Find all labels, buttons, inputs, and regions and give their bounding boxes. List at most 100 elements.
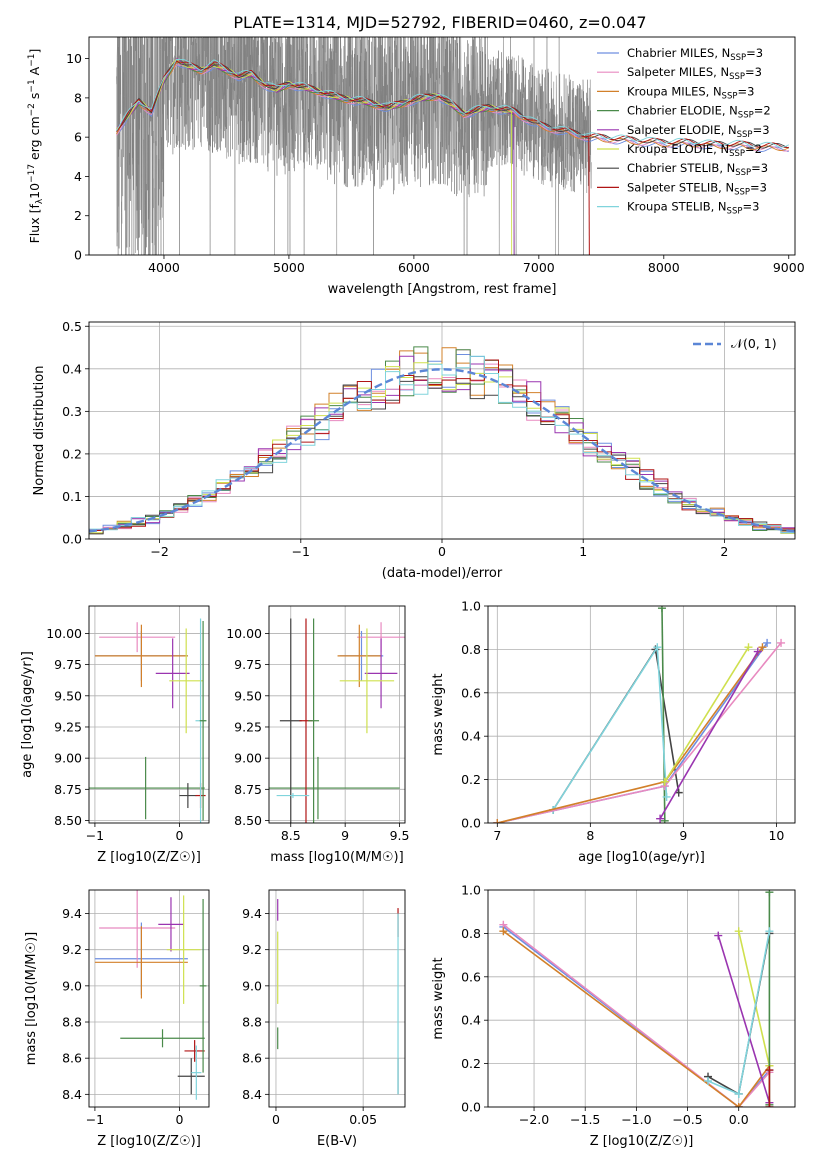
label-part: erg cm [27,116,42,164]
weight-line-kroupa_miles [502,930,771,1107]
axes-frame [88,889,210,1108]
legend-label-gaussian: 𝒩(0, 1) [731,336,777,351]
label-part: −2 [27,103,37,116]
y-tick-label: 0.2 [461,772,481,787]
x-tick-label: 8 [586,828,594,843]
x-tick-label: 8000 [648,260,680,275]
gaussian-curve [89,368,795,533]
age_vs_Z-plot-area [89,618,207,823]
mass_vs_Z-panel: −1 0 8.4 8.6 8.8 9.0 9.2 9.4 Z [log10(Z/Z☉)] mass… [24,889,210,1149]
y-tick-label: 8.6 [62,1051,82,1066]
y-tick-label: 9.00 [54,751,82,766]
weight-marker-kroupa_stelib [653,643,662,652]
y-tick-label: 0.4 [461,1013,481,1028]
label-part: Flux [f [27,204,42,244]
model-line-kroupa_stelib [116,58,789,148]
y-tick-label: 9.0 [62,978,82,993]
legend-text: Chabrier STELIB, N [627,161,735,175]
label-part: λ [35,198,45,204]
label-part: −1 [27,54,37,67]
x-tick-label: −1 [86,828,104,843]
weight-line-salpeter_elodie [659,651,759,820]
weight-line-kroupa_miles [497,646,764,823]
legend-label-kroupa_miles: Kroupa MILES, NSSP=3 [627,84,754,101]
y-tick-label: 0.2 [461,1056,481,1071]
x-tick-label: 0.05 [349,1112,377,1127]
legend-text: Salpeter STELIB, N [627,180,734,194]
legend-sub: SSP [737,130,753,140]
y-tick-label: 8.8 [62,1015,82,1030]
residuals-panel: −2 −1 0 1 2 0.0 0.1 0.2 0.3 0.4 0.5 (data-model)/er… [32,319,796,581]
x-axis-label: E(B-V) [317,1134,357,1149]
weight-marker-salpeter_stelib [765,1066,774,1075]
x-tick-label: 0 [175,828,183,843]
residuals-plot-area [89,346,795,537]
axes-frame [88,605,210,824]
x-tick-label: −2 [150,544,168,559]
x-tick-label: 9000 [773,260,805,275]
axes-frame [487,889,796,1108]
legend-text: Chabrier ELODIE, N [627,104,738,118]
weight_vs_age-plot-area [493,606,786,823]
legend-text: Kroupa MILES, N [627,84,722,98]
y-tick-label: 9.50 [54,688,82,703]
legend-tail: =3 [753,123,770,137]
legend-label-chabrier_miles: Chabrier MILES, NSSP=3 [627,46,763,63]
model-line-chabrier_stelib [116,60,789,149]
x-tick-label: 4000 [148,260,180,275]
legend-sub: SSP [730,53,746,63]
x-tick-label: −1 [292,544,310,559]
weight-marker-salpeter_elodie [753,647,762,656]
x-tick-label: 7000 [523,260,555,275]
spectrum-panel: 4000 5000 6000 7000 8000 9000 0 2 4 6 8 10 wavelengt… [27,36,805,297]
y-tick-label: 6 [74,130,82,145]
legend-tail: =2 [754,104,771,118]
weight-marker-kroupa_stelib [704,1076,713,1085]
legend-label-chabrier_elodie: Chabrier ELODIE, NSSP=2 [627,104,771,121]
mass_vs_ebv-panel: 0 0.05 8.4 8.6 8.8 9.0 9.2 9.4 E(B-V) [242,889,406,1149]
weight-marker-salpeter_elodie [714,931,723,940]
y-tick-label: 0.3 [62,404,82,419]
legend-sub: SSP [727,207,743,217]
weight-marker-kroupa_stelib [734,1089,743,1098]
weight_vs_age-panel: 7 8 9 10 0.0 0.2 0.4 0.6 0.8 1.0 age [log10(age/yr… [431,599,796,865]
weight-marker-kroupa_stelib [662,792,671,801]
legend-label-salpeter_stelib: Salpeter STELIB, NSSP=3 [627,180,767,197]
x-tick-label: 2 [720,544,728,559]
axes-frame [88,36,796,256]
legend-label-kroupa_stelib: Kroupa STELIB, NSSP=3 [627,200,759,217]
legend-text: Salpeter ELODIE, N [627,123,737,137]
x-tick-label: 7 [493,828,501,843]
y-tick-label: 9.25 [54,719,82,734]
x-tick-label: 9 [679,828,687,843]
legend-label-chabrier_stelib: Chabrier STELIB, NSSP=3 [627,161,768,178]
legend-tail: =3 [746,46,763,60]
y-axis-label: mass weight [431,957,446,1039]
y-tick-label: 0.0 [461,1100,481,1115]
y-tick-label: 9.4 [62,906,82,921]
age_vs_Z-panel: −1 0 8.50 8.75 9.00 9.25 9.50 9.75 10.00 Z [log10… [20,605,210,865]
weight-marker-kroupa_stelib [765,927,774,936]
y-tick-label: 9.75 [234,657,262,672]
x-tick-label: −1 [86,1112,104,1127]
y-tick-label: 4 [74,169,82,184]
y-tick-label: 9.00 [234,751,262,766]
weight_vs_Z-panel: −2.0 −1.5 −1.0 −0.5 0.0 0.0 0.2 0.4 0.6 0.8 1.0 Z [… [431,883,796,1149]
age_vs_mass-panel: 8.5 9 9.5 8.50 8.75 9.00 9.25 9.50 9.75 10.00 mass… [226,605,410,865]
weight-marker-chabrier_elodie [765,890,774,897]
y-tick-label: 9.2 [242,942,262,957]
x-tick-label: 5000 [273,260,305,275]
y-tick-label: 8.4 [242,1087,262,1102]
y-tick-label: 8.6 [242,1051,262,1066]
model-drop [588,137,590,255]
x-tick-label: 1 [579,544,587,559]
legend-sub: SSP [735,168,751,178]
axes-frame [268,605,406,824]
weight-marker-chabrier_elodie [660,816,669,823]
y-tick-label: 0.0 [62,532,82,547]
weight-marker-salpeter_elodie [656,814,665,823]
axes-frame [88,321,796,540]
y-tick-label: 8 [74,90,82,105]
